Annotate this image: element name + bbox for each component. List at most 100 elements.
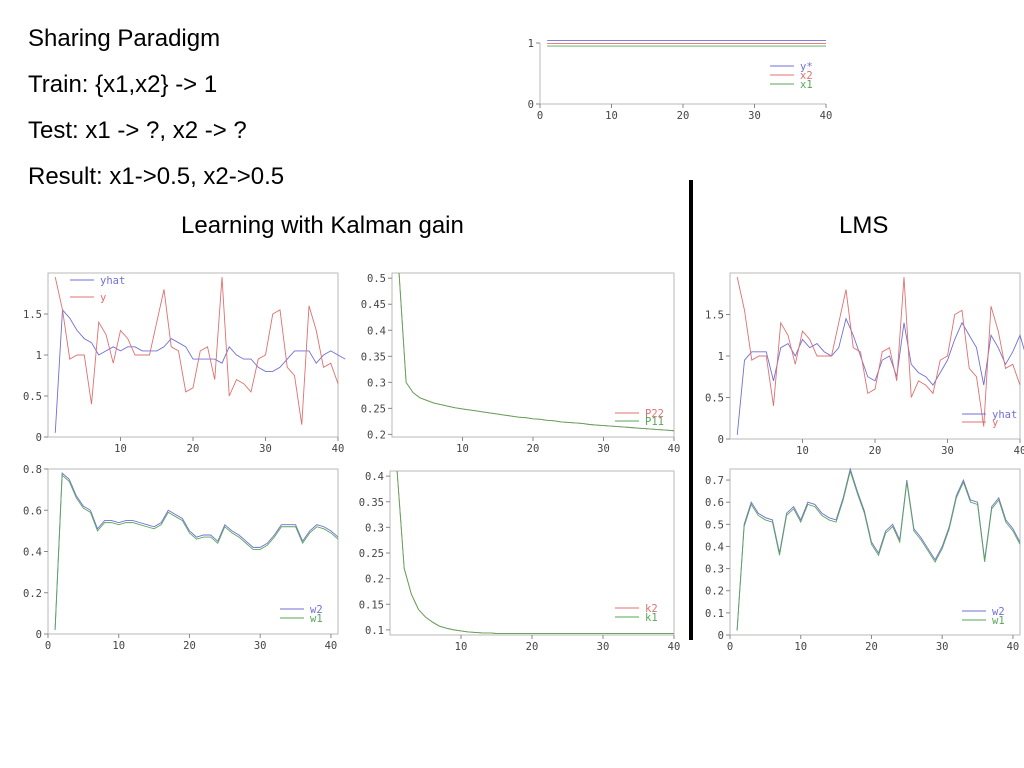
y-tick-label: 0.25	[359, 548, 384, 560]
x-tick-label: 10	[455, 641, 468, 653]
kalman-heading: Learning with Kalman gain	[181, 212, 464, 239]
y-tick-label: 1	[718, 351, 724, 363]
test-description: Test: x1 -> ?, x2 -> ?	[28, 117, 247, 144]
y-tick-label: 0.3	[705, 564, 724, 576]
legend-label-w2: w2	[310, 604, 323, 616]
series-line-w1	[736, 469, 1021, 631]
slide-title: Sharing Paradigm	[28, 25, 221, 52]
x-tick-label: 30	[941, 445, 954, 457]
y-tick-label: 0.4	[705, 541, 724, 553]
x-tick-label: 10	[605, 110, 618, 122]
y-tick-label: 0.35	[359, 497, 384, 509]
series-line-y	[736, 277, 1021, 427]
legend-label-p22: P22	[645, 408, 664, 420]
y-tick-label: 0.2	[705, 586, 724, 598]
x-tick-label: 40	[668, 641, 681, 653]
y-tick-label: 0.2	[23, 588, 42, 600]
y-tick-label: 0	[718, 434, 724, 446]
plot-frame	[729, 468, 1021, 636]
lms-heading: LMS	[839, 212, 889, 239]
y-tick-label: 0.4	[23, 547, 42, 559]
result-description: Result: x1->0.5, x2->0.5	[28, 163, 285, 190]
x-tick-label: 30	[597, 641, 610, 653]
series-line-yhat	[736, 317, 1024, 435]
y-tick-label: 0.3	[367, 377, 386, 389]
y-tick-label: 0.5	[705, 393, 724, 405]
y-tick-label: 0	[36, 629, 42, 641]
y-tick-label: 0.2	[367, 429, 386, 441]
x-tick-label: 20	[526, 641, 539, 653]
series-line-p11	[398, 272, 675, 432]
y-tick-label: 0	[528, 99, 534, 111]
section-divider	[689, 180, 693, 640]
legend-label-yhat: yhat	[100, 275, 125, 287]
y-tick-label: 0.2	[365, 574, 384, 586]
x-tick-label: 20	[677, 110, 690, 122]
y-tick-label: 1.5	[705, 310, 724, 322]
legend-label-x1: x1	[800, 79, 813, 91]
x-tick-label: 40	[325, 640, 338, 652]
x-tick-label: 30	[936, 641, 949, 653]
x-tick-label: 20	[183, 640, 196, 652]
x-tick-label: 10	[114, 443, 127, 455]
y-tick-label: 0.35	[361, 351, 386, 363]
series-line-w1	[54, 474, 339, 630]
series-line-k2	[396, 470, 674, 634]
x-tick-label: 30	[259, 443, 272, 455]
plot-frame	[47, 272, 339, 438]
legend-label-k1: k1	[645, 612, 658, 624]
x-tick-label: 40	[820, 110, 833, 122]
y-tick-label: 0.15	[359, 599, 384, 611]
y-tick-label: 0.3	[365, 522, 384, 534]
legend-label-y: y	[100, 292, 106, 304]
x-tick-label: 30	[254, 640, 267, 652]
legend-label-k2: k2	[645, 603, 658, 615]
x-tick-label: 0	[727, 641, 733, 653]
x-tick-label: 30	[748, 110, 761, 122]
y-tick-label: 0.4	[367, 325, 386, 337]
y-tick-label: 0.1	[705, 608, 724, 620]
x-tick-label: 0	[537, 110, 543, 122]
series-line-w2	[736, 467, 1021, 631]
series-line-k1	[396, 470, 674, 634]
y-tick-label: 0.1	[365, 625, 384, 637]
y-tick-label: 0.45	[361, 299, 386, 311]
legend-label-w2: w2	[992, 606, 1005, 618]
x-tick-label: 20	[865, 641, 878, 653]
y-tick-label: 1	[528, 38, 534, 50]
x-tick-label: 40	[1007, 641, 1020, 653]
y-tick-label: 0	[718, 630, 724, 642]
x-tick-label: 10	[794, 641, 807, 653]
x-tick-label: 40	[668, 443, 681, 455]
legend-label-y: y	[992, 417, 998, 429]
y-tick-label: 0	[36, 432, 42, 444]
x-tick-label: 20	[869, 445, 882, 457]
x-tick-label: 0	[45, 640, 51, 652]
kalman-output-chart: 10 20 30 40 0 0.5 1 1.5 yhat y	[23, 272, 346, 455]
legend-label-x2: x2	[800, 70, 813, 82]
legend-label-w1: w1	[310, 613, 323, 625]
y-tick-label: 0.4	[365, 471, 384, 483]
y-tick-label: 0.6	[705, 497, 724, 509]
x-tick-label: 40	[332, 443, 345, 455]
plot-frame	[389, 470, 675, 636]
legend-label-yhat: yhat	[992, 409, 1017, 421]
x-tick-label: 10	[796, 445, 809, 457]
y-tick-label: 1.5	[23, 309, 42, 321]
y-tick-label: 0.5	[705, 519, 724, 531]
x-tick-label: 20	[187, 443, 200, 455]
x-tick-label: 30	[597, 443, 610, 455]
legend-label-w1: w1	[992, 615, 1005, 627]
y-tick-label: 0.25	[361, 403, 386, 415]
series-line-w2	[54, 472, 339, 630]
y-tick-label: 0.8	[23, 464, 42, 476]
x-tick-label: 10	[112, 640, 125, 652]
y-tick-label: 0.6	[23, 505, 42, 517]
x-tick-label: 10	[456, 443, 469, 455]
plot-frame	[391, 272, 675, 438]
